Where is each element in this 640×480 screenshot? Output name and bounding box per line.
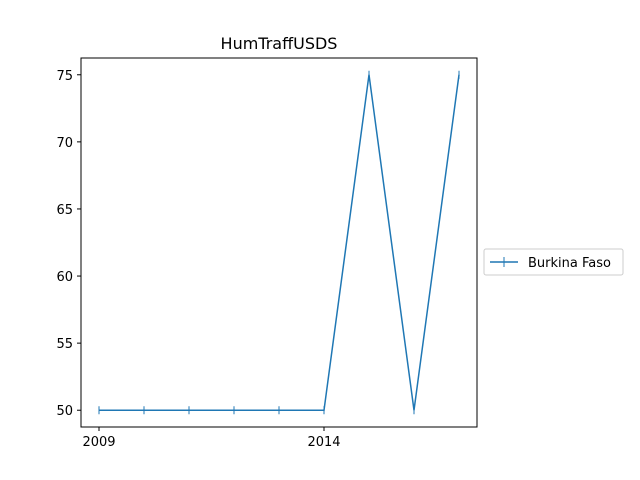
axes-frame	[80, 57, 478, 428]
y-tick-label: 60	[56, 270, 73, 285]
plot-area: 50 55 60 65 70 75 2009 2014	[56, 57, 478, 450]
x-tick-label: 2009	[82, 435, 115, 450]
y-tick-label: 75	[56, 69, 73, 84]
chart-title: HumTraffUSDS	[221, 34, 338, 53]
y-tick-label: 50	[56, 404, 73, 419]
y-tick-label: 70	[56, 136, 73, 151]
series-line	[99, 74, 460, 411]
legend-box	[483, 248, 624, 276]
y-tick-label: 55	[56, 337, 73, 352]
legend-label: Burkina Faso	[528, 256, 611, 271]
y-tick-label: 65	[56, 203, 73, 218]
legend: Burkina Faso	[483, 248, 624, 276]
x-tick-label: 2014	[307, 435, 340, 450]
